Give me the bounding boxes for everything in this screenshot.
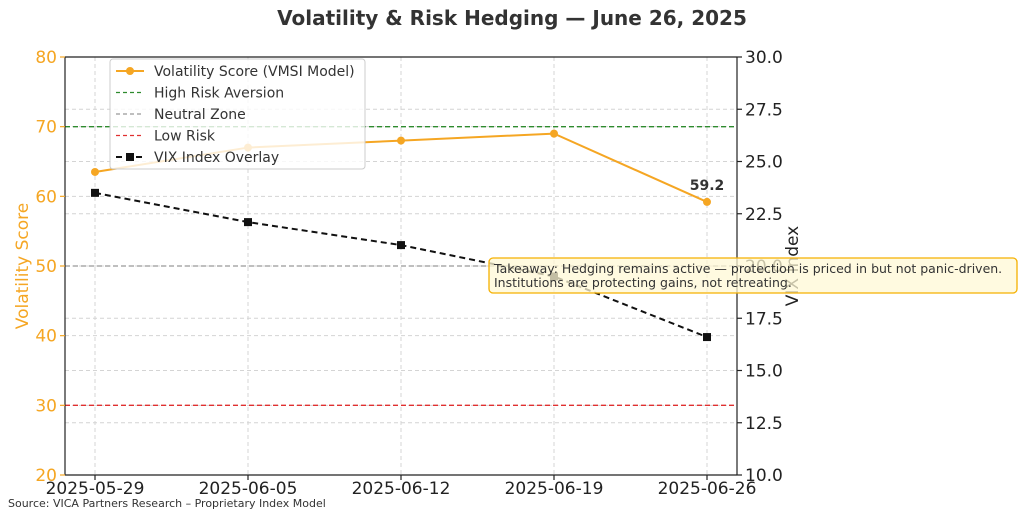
- left-tick-label: 40: [35, 327, 57, 347]
- right-tick-label: 17.5: [745, 309, 783, 329]
- legend-frame: [109, 58, 366, 170]
- right-tick-label: 12.5: [745, 414, 783, 434]
- left-tick-label: 50: [35, 257, 57, 277]
- series-point: [550, 129, 558, 138]
- series-point: [244, 218, 252, 227]
- legend-swatch-marker: [126, 67, 134, 75]
- series-point: [397, 136, 405, 145]
- x-tick-label: 2025-06-26: [658, 479, 757, 499]
- left-tick-label: 70: [35, 118, 57, 138]
- annotation-frame: [488, 257, 1018, 294]
- left-axis-label: Volatility Score: [13, 203, 33, 329]
- series-point: [703, 197, 711, 206]
- annotation-box: Takeaway: Hedging remains active — prote…: [488, 257, 1018, 294]
- right-tick-label: 10.0: [745, 466, 783, 486]
- data-label: 59.2: [690, 178, 725, 194]
- annotation-text: Institutions are protecting gains, not r…: [494, 275, 792, 290]
- left-tick-label: 60: [35, 187, 57, 207]
- legend-entry: High Risk Aversion: [154, 86, 284, 102]
- axes: 2030405060708010.012.515.017.520.022.525…: [13, 48, 803, 499]
- legend-entry: Low Risk: [154, 129, 216, 145]
- x-tick-label: 2025-06-05: [199, 479, 298, 499]
- x-tick-label: 2025-06-12: [352, 479, 451, 499]
- chart-title: Volatility & Risk Hedging — June 26, 202…: [277, 6, 747, 30]
- series-point: [703, 333, 711, 342]
- legend-entry: Volatility Score (VMSI Model): [154, 64, 355, 80]
- legend-entry: VIX Index Overlay: [154, 150, 279, 166]
- annotation-text: Takeaway: Hedging remains active — prote…: [493, 261, 1002, 276]
- left-tick-label: 20: [35, 466, 57, 486]
- left-tick-label: 80: [35, 48, 57, 68]
- left-tick-label: 30: [35, 396, 57, 416]
- right-tick-label: 27.5: [745, 100, 783, 120]
- right-tick-label: 15.0: [745, 362, 783, 382]
- right-tick-label: 22.5: [745, 205, 783, 225]
- right-tick-label: 25.0: [745, 153, 783, 173]
- x-tick-label: 2025-05-29: [46, 479, 145, 499]
- legend: Volatility Score (VMSI Model) High Risk A…: [109, 58, 366, 170]
- legend-swatch-marker: [126, 153, 134, 161]
- x-tick-label: 2025-06-19: [505, 479, 604, 499]
- series-point: [397, 241, 405, 250]
- right-tick-label: 30.0: [745, 48, 783, 68]
- legend-entry: Neutral Zone: [154, 107, 246, 123]
- series-point: [91, 167, 99, 176]
- source-note: Source: VICA Partners Research – Proprie…: [8, 497, 326, 510]
- series-point: [91, 188, 99, 197]
